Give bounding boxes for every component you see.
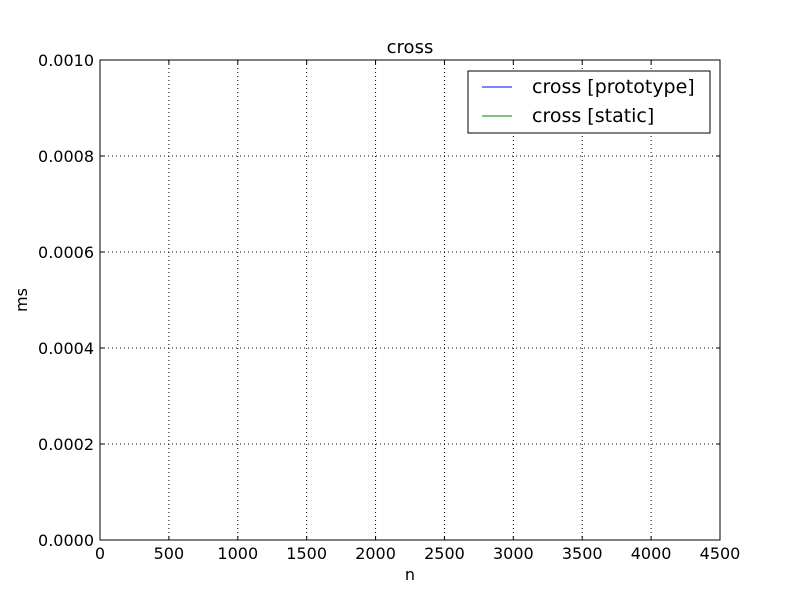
x-tick-label: 4000 — [631, 544, 672, 563]
grid-lines — [100, 60, 720, 540]
x-tick-label: 3000 — [493, 544, 534, 563]
x-tick-label: 3500 — [562, 544, 603, 563]
x-tick-label: 1500 — [286, 544, 327, 563]
y-axis-label: ms — [12, 288, 31, 312]
y-tick-label: 0.0008 — [38, 147, 94, 166]
x-tick-label: 2500 — [424, 544, 465, 563]
x-tick-label: 0 — [95, 544, 105, 563]
x-tick-label: 4500 — [700, 544, 741, 563]
x-tick-label: 500 — [154, 544, 185, 563]
y-tick-label: 0.0006 — [38, 243, 94, 262]
y-tick-label: 0.0002 — [38, 435, 94, 454]
x-tick-label: 2000 — [355, 544, 396, 563]
chart-title: cross — [387, 37, 434, 58]
legend-box — [467, 70, 711, 134]
x-axis-label: n — [405, 565, 415, 584]
legend-label-static: cross [static] — [532, 105, 654, 127]
y-tick-label: 0.0000 — [38, 531, 94, 550]
plot-area-frame — [99, 59, 721, 541]
axis-ticks: 0 500 1000 1500 2000 2500 3000 3500 4000 4500 0.00… — [38, 51, 740, 563]
legend: cross [prototype] cross [static] — [467, 70, 711, 134]
y-tick-label: 0.0004 — [38, 339, 94, 358]
y-tick-label: 0.0010 — [38, 51, 94, 70]
legend-label-prototype: cross [prototype] — [532, 76, 695, 98]
x-tick-label: 1000 — [217, 544, 258, 563]
